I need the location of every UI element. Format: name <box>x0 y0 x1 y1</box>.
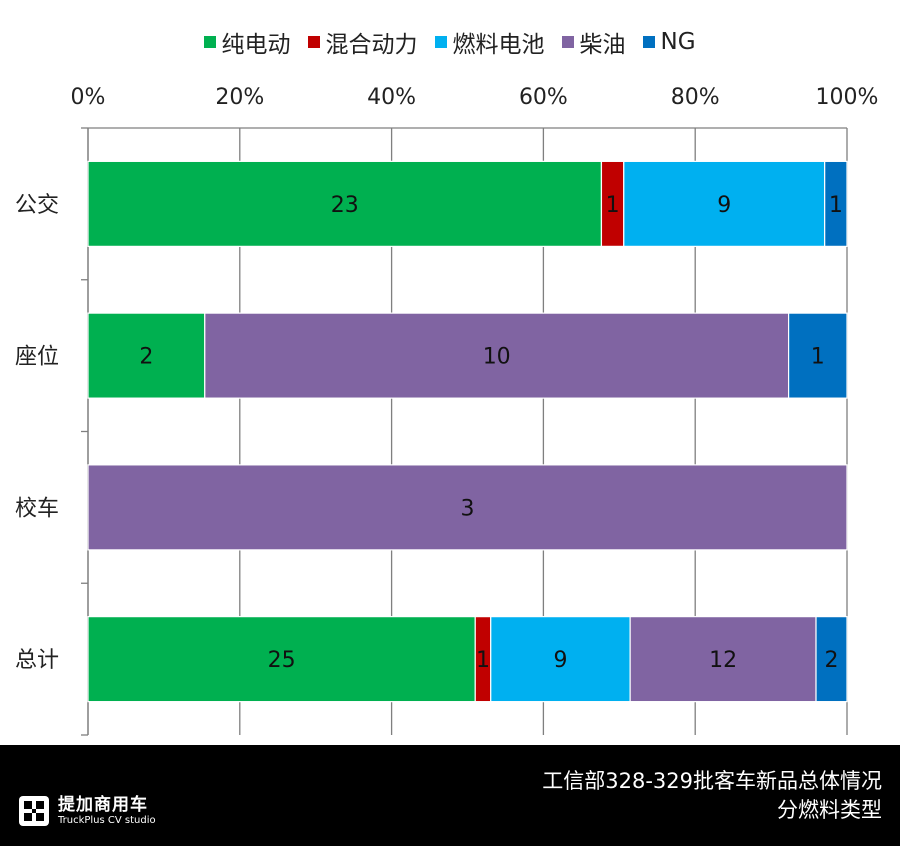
x-tick-label: 60% <box>519 85 568 110</box>
brand-subtitle: TruckPlus CV studio <box>58 814 156 826</box>
x-tick-label: 40% <box>367 85 416 110</box>
category-label: 座位 <box>15 345 59 370</box>
data-label: 12 <box>709 648 737 673</box>
bar-segment <box>623 160 826 247</box>
legend-swatch <box>562 36 575 48</box>
footer-title-line2: 分燃料类型 <box>777 798 882 822</box>
bar-segment <box>824 160 848 247</box>
bar-segment <box>87 616 476 703</box>
legend-item: 燃料电池 <box>435 25 544 59</box>
bar-segment <box>87 312 206 399</box>
legend-label: 柴油 <box>579 32 626 58</box>
legend-item: NG <box>643 29 696 55</box>
footer-banner: 提加商用车 TruckPlus CV studio 工信部328-329批客车新… <box>0 745 900 846</box>
legend-swatch <box>435 36 448 48</box>
legend-item: 混合动力 <box>308 25 417 59</box>
data-label: 10 <box>483 345 511 370</box>
data-label: 25 <box>268 648 296 673</box>
data-label: 23 <box>331 193 359 218</box>
data-label: 2 <box>825 648 839 673</box>
legend: 纯电动 混合动力 燃料电池 柴油 NG <box>0 26 900 58</box>
footer-title-line1: 工信部328-329批客车新品总体情况 <box>542 769 882 793</box>
legend-label: 纯电动 <box>221 32 291 58</box>
legend-swatch <box>643 36 656 48</box>
data-label: 1 <box>829 193 843 218</box>
category-label: 公交 <box>15 193 59 218</box>
data-label: 9 <box>553 648 567 673</box>
x-tick-label: 20% <box>215 85 264 110</box>
chart-plot: 0% 20% 40% 60% 80% 100% 公交 23 1 9 1 座位 2 10 1 校车 3 总计 25 1 9… <box>15 85 879 736</box>
category-label: 校车 <box>15 496 59 521</box>
x-tick-label: 0% <box>71 85 106 110</box>
legend-swatch <box>308 36 321 48</box>
data-label: 2 <box>139 345 153 370</box>
bar-segment <box>490 616 631 703</box>
chart: 纯电动 混合动力 燃料电池 柴油 NG 0% 20% 40% 60% 80% 100% 公交 23 1 9… <box>0 26 900 736</box>
brand-logo: 提加商用车 TruckPlus CV studio <box>18 795 156 827</box>
bar-segment <box>87 464 848 551</box>
brand-name: 提加商用车 <box>58 794 148 815</box>
x-tick-label: 100% <box>816 85 879 110</box>
legend-item: 柴油 <box>562 25 625 59</box>
legend-label: 燃料电池 <box>452 32 545 58</box>
data-label: 1 <box>811 345 825 370</box>
bar-segment <box>204 312 790 399</box>
bar-segment <box>788 312 848 399</box>
footer-title: 工信部328-329批客车新品总体情况 分燃料类型 <box>542 767 882 825</box>
bar-segment <box>815 616 848 703</box>
x-tick-label: 80% <box>671 85 720 110</box>
legend-label: 混合动力 <box>325 32 418 58</box>
data-label: 1 <box>476 648 490 673</box>
legend-label: NG <box>660 29 696 55</box>
data-label: 3 <box>461 496 475 521</box>
legend-swatch <box>204 36 217 48</box>
brand-logo-icon <box>19 796 49 826</box>
legend-item: 纯电动 <box>204 25 290 59</box>
category-label: 总计 <box>15 648 59 673</box>
data-label: 9 <box>717 193 731 218</box>
bar-segment <box>87 160 603 247</box>
data-label: 1 <box>606 193 620 218</box>
